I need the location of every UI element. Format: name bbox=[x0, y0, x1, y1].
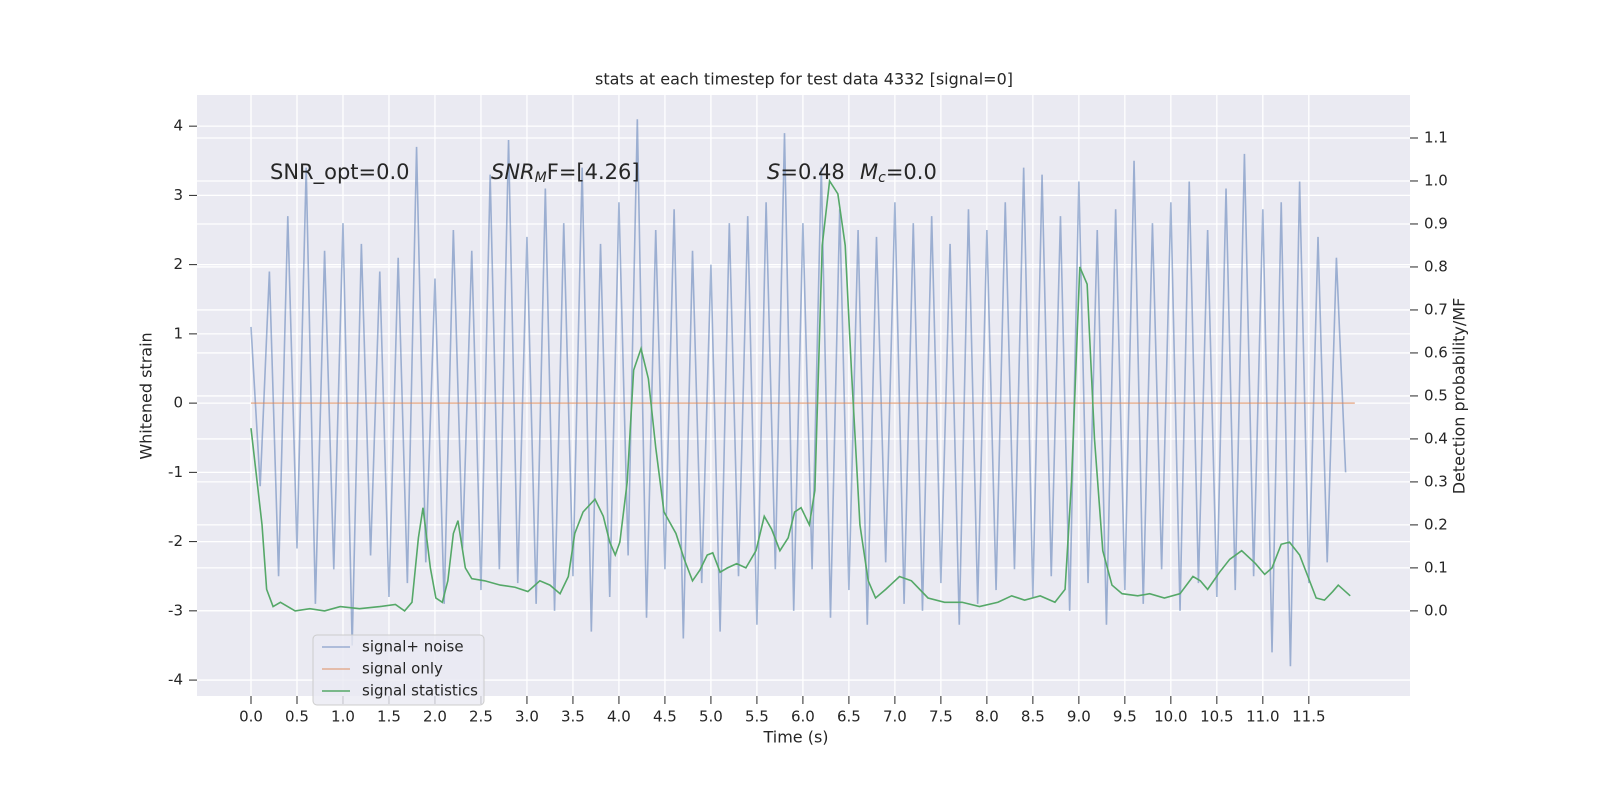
x-tick-label: 8.0 bbox=[975, 708, 999, 726]
x-tick-label: 7.0 bbox=[883, 708, 907, 726]
x-tick-label: 1.5 bbox=[377, 708, 401, 726]
x-axis-label: Time (s) bbox=[762, 728, 828, 747]
series-line bbox=[250, 119, 1347, 667]
legend-label: signal statistics bbox=[362, 682, 478, 700]
y2-tick-label: 0.6 bbox=[1424, 343, 1448, 361]
series-line bbox=[250, 178, 1351, 612]
x-tick-label: 0.5 bbox=[285, 708, 309, 726]
y-tick-label: -2 bbox=[168, 532, 183, 550]
x-tick-label: 8.5 bbox=[1021, 708, 1045, 726]
annotation: SNR_opt=0.0 bbox=[270, 160, 410, 185]
annotation-part: =0.0 bbox=[886, 160, 937, 184]
x-tick-label: 1.0 bbox=[331, 708, 355, 726]
y-tick-label: -3 bbox=[168, 601, 183, 619]
legend-label: signal+ noise bbox=[362, 638, 464, 656]
chart-title: stats at each timestep for test data 433… bbox=[595, 70, 1013, 89]
y2-tick-label: 0.2 bbox=[1424, 515, 1448, 533]
y2-tick-label: 0.4 bbox=[1424, 429, 1448, 447]
y2-tick-label: 0.0 bbox=[1424, 601, 1448, 619]
y2-axis-label: Detection probability/MF bbox=[1450, 298, 1469, 495]
x-tick-label: 3.0 bbox=[515, 708, 539, 726]
x-tick-label: 10.0 bbox=[1154, 708, 1187, 726]
x-tick-label: 9.0 bbox=[1067, 708, 1091, 726]
x-tick-label: 5.0 bbox=[699, 708, 723, 726]
annotation: Mc=0.0 bbox=[860, 160, 937, 186]
x-tick-label: 3.5 bbox=[561, 708, 585, 726]
y-tick-label: -4 bbox=[168, 671, 183, 689]
y2-tick-label: 0.7 bbox=[1424, 300, 1448, 318]
y-axis-label: Whitened strain bbox=[137, 332, 156, 459]
x-tick-label: 2.0 bbox=[423, 708, 447, 726]
annotation-part: SNR bbox=[491, 160, 535, 184]
x-tick-label: 2.5 bbox=[469, 708, 493, 726]
x-tick-label: 6.0 bbox=[791, 708, 815, 726]
x-tick-label: 4.0 bbox=[607, 708, 631, 726]
annotation-part: SNR_opt=0.0 bbox=[270, 160, 410, 185]
annotation-part: F=[4.26] bbox=[547, 160, 640, 184]
annotation-part: S bbox=[767, 160, 780, 184]
x-tick-label: 5.5 bbox=[745, 708, 769, 726]
y-tick-label: -1 bbox=[168, 463, 183, 481]
y-tick-label: 3 bbox=[173, 186, 183, 204]
y-tick-label: 4 bbox=[173, 117, 183, 135]
y2-tick-label: 1.1 bbox=[1424, 128, 1448, 146]
x-tick-label: 11.5 bbox=[1292, 708, 1325, 726]
y2-tick-label: 0.9 bbox=[1424, 214, 1448, 232]
x-tick-label: 4.5 bbox=[653, 708, 677, 726]
annotation: SNRMF=[4.26] bbox=[491, 160, 640, 186]
y2-tick-label: 0.8 bbox=[1424, 257, 1448, 275]
annotation-part: c bbox=[878, 170, 886, 186]
x-tick-label: 11.0 bbox=[1246, 708, 1279, 726]
annotation: S=0.48 bbox=[767, 160, 845, 184]
x-tick-label: 9.5 bbox=[1113, 708, 1137, 726]
legend-label: signal only bbox=[362, 660, 443, 678]
legend bbox=[312, 634, 485, 706]
y2-tick-label: 0.5 bbox=[1424, 386, 1448, 404]
annotation-part: M bbox=[535, 170, 547, 186]
x-tick-label: 6.5 bbox=[837, 708, 861, 726]
annotation-part: M bbox=[860, 160, 878, 184]
y2-tick-label: 0.3 bbox=[1424, 472, 1448, 490]
x-tick-label: 0.0 bbox=[239, 708, 263, 726]
y2-tick-label: 0.1 bbox=[1424, 558, 1448, 576]
y-tick-label: 0 bbox=[173, 394, 183, 412]
y-tick-label: 2 bbox=[173, 255, 183, 273]
x-tick-label: 10.5 bbox=[1200, 708, 1233, 726]
y2-tick-label: 1.0 bbox=[1424, 171, 1448, 189]
y-tick-label: 1 bbox=[173, 324, 183, 342]
x-tick-label: 7.5 bbox=[929, 708, 953, 726]
annotation-part: =0.48 bbox=[780, 160, 844, 184]
